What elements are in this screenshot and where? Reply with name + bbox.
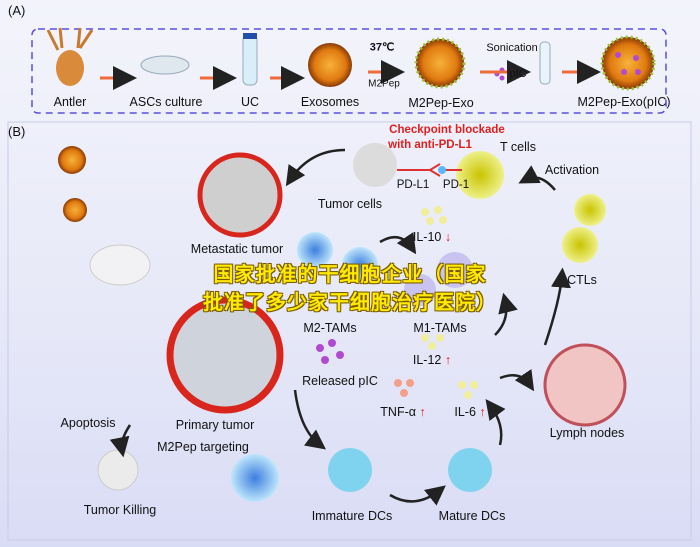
m2pep-exo-pic-icon (600, 35, 656, 91)
immature-dc-icon (328, 448, 372, 492)
tube-icon (242, 34, 258, 86)
m2pep-targeting-label: M2Pep targeting (157, 440, 249, 454)
immature-dcs-label: Immature DCs (311, 509, 393, 523)
deer-icon (46, 27, 94, 86)
tube-cap-icon (243, 33, 257, 39)
tumor-cell-icon (353, 143, 397, 187)
step-uc: UC (240, 95, 260, 109)
process-arrows (100, 60, 601, 90)
eppendorf-icon (539, 41, 551, 85)
il12-label: IL-12 ↑ (412, 353, 452, 367)
tumor-killing-label: Tumor Killing (83, 503, 157, 517)
lymph-nodes-label: Lymph nodes (549, 426, 625, 440)
apoptosis-label: Apoptosis (60, 416, 116, 430)
t-cell-icon (456, 151, 504, 199)
nanoparticle-icon (58, 146, 86, 174)
watermark-line1: 国家批准的干细胞企业（国家 (213, 262, 487, 286)
panel-a-box (31, 28, 667, 114)
tnf-label: TNF-α ↑ (380, 405, 426, 419)
watermark-line2: 批准了多少家干细胞治疗医院） (203, 290, 497, 314)
step-m2pep-exo-pic: M2Pep-Exo(pIC) (577, 95, 671, 109)
released-pic-label: Released pIC (302, 374, 378, 388)
il6-label: IL-6 ↑ (454, 405, 486, 419)
mature-dc-icon (448, 448, 492, 492)
mouse-icon (89, 244, 151, 286)
ctls-label: CTLs (567, 273, 597, 287)
metastatic-tumor-label: Metastatic tumor (190, 242, 284, 256)
panel-a-label: (A) (8, 3, 26, 18)
m2-tam-icon (297, 232, 333, 268)
tnf-dots-icon (394, 379, 414, 397)
panel-b-box (7, 121, 692, 541)
petri-dish-icon (140, 55, 190, 75)
exosome-icon (308, 43, 352, 87)
targeted-tam-icon (231, 454, 279, 502)
pic-label: pIC (509, 68, 527, 80)
panel-b-label: (B) (8, 124, 26, 139)
cytokine-dots-icon (421, 206, 478, 399)
temperature-label: 37℃ (369, 41, 395, 54)
m1-tam-icon (437, 252, 473, 288)
t-cells-label: T cells (500, 140, 536, 154)
mature-dcs-label: Mature DCs (438, 509, 506, 523)
sonication-label: Sonication (486, 42, 538, 54)
checkpoint-line1: Checkpoint blockade (389, 124, 505, 136)
step-exosomes: Exosomes (300, 95, 360, 109)
pd-l1-pd-1-icon (397, 163, 462, 177)
nanoparticle-icon (63, 198, 87, 222)
activation-label: Activation (544, 163, 600, 177)
m2-tams-label: M2-TAMs (303, 321, 357, 335)
checkpoint-line2: with anti-PD-L1 (388, 139, 472, 151)
step-m2pep-exo: M2Pep-Exo (408, 96, 474, 110)
m2-tam-icon (342, 247, 378, 283)
primary-tumor-label: Primary tumor (175, 418, 255, 432)
il10-label: IL-10 ↓ (412, 230, 452, 244)
pd-l1-label: PD-L1 (396, 179, 430, 191)
step-antler: Antler (53, 95, 87, 109)
antibody-icon (438, 166, 446, 174)
m2pep-exo-icon (414, 37, 466, 89)
m1-tam-icon (404, 274, 436, 306)
lymph-node-icon (543, 343, 627, 427)
ctl-icon (574, 194, 606, 226)
flow-arrows (109, 148, 571, 506)
m1-tams-label: M1-TAMs (413, 321, 467, 335)
pd-1-label: PD-1 (442, 179, 470, 191)
released-pic-icon (316, 339, 344, 364)
step-ascs-culture: ASCs culture (129, 95, 203, 109)
dead-tumor-cell-icon (97, 449, 139, 491)
tumor-cells-label: Tumor cells (317, 197, 383, 211)
primary-tumor-icon (166, 296, 284, 414)
ctl-icon (562, 227, 598, 263)
m2pep-label: M2Pep (368, 78, 400, 90)
metastatic-tumor-icon (197, 152, 283, 238)
